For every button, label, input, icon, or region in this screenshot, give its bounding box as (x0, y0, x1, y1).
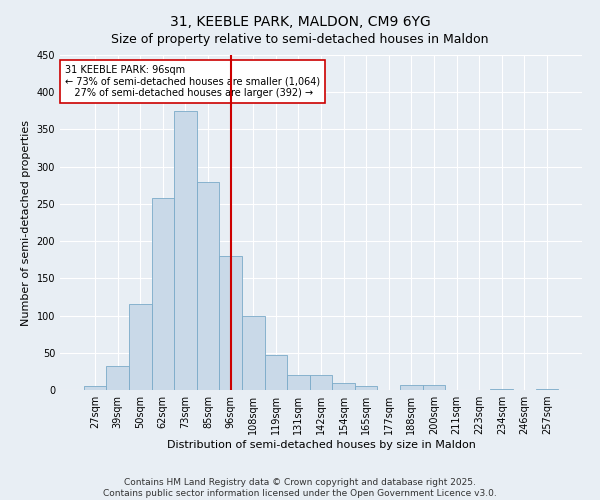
Bar (332, 382, 355, 390)
Bar (355, 386, 377, 390)
Text: 31, KEEBLE PARK, MALDON, CM9 6YG: 31, KEEBLE PARK, MALDON, CM9 6YG (170, 15, 430, 29)
Bar (197, 182, 220, 390)
Text: Size of property relative to semi-detached houses in Maldon: Size of property relative to semi-detach… (111, 32, 489, 46)
Bar (310, 375, 332, 390)
Text: Contains HM Land Registry data © Crown copyright and database right 2025.
Contai: Contains HM Land Registry data © Crown c… (103, 478, 497, 498)
Y-axis label: Number of semi-detached properties: Number of semi-detached properties (21, 120, 31, 326)
Bar (265, 355, 287, 390)
Bar (220, 256, 242, 390)
Bar (242, 316, 265, 390)
Bar (400, 385, 422, 390)
Bar (422, 385, 445, 390)
Text: 31 KEEBLE PARK: 96sqm
← 73% of semi-detached houses are smaller (1,064)
   27% o: 31 KEEBLE PARK: 96sqm ← 73% of semi-deta… (65, 65, 320, 98)
Bar (490, 388, 513, 390)
Bar (152, 198, 174, 390)
Bar (287, 375, 310, 390)
Bar (129, 304, 152, 390)
Bar (106, 366, 129, 390)
X-axis label: Distribution of semi-detached houses by size in Maldon: Distribution of semi-detached houses by … (167, 440, 475, 450)
Bar (84, 386, 106, 390)
Bar (174, 111, 197, 390)
